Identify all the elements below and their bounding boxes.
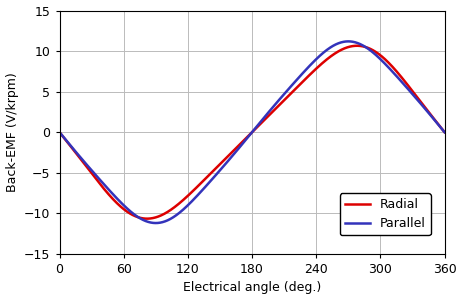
Radial	[244, 136, 249, 139]
Parallel	[431, 117, 437, 121]
Parallel	[346, 40, 351, 43]
Radial	[431, 117, 437, 120]
Radial	[360, 45, 366, 48]
X-axis label: Electrical angle (deg.): Electrical angle (deg.)	[183, 281, 321, 294]
Legend: Radial, Parallel: Radial, Parallel	[340, 193, 431, 236]
Radial	[57, 130, 62, 134]
Parallel	[234, 149, 239, 152]
Parallel	[76, 154, 82, 158]
Radial	[76, 155, 82, 159]
Parallel	[153, 221, 158, 225]
Parallel	[244, 136, 249, 140]
Radial	[354, 44, 360, 48]
Radial	[234, 146, 239, 149]
Parallel	[360, 44, 366, 47]
Radial	[144, 217, 150, 220]
Line: Parallel: Parallel	[60, 41, 444, 223]
Radial	[442, 130, 447, 134]
Parallel	[57, 130, 62, 134]
Radial	[431, 117, 437, 120]
Parallel	[431, 117, 437, 121]
Y-axis label: Back-EMF (V/krpm): Back-EMF (V/krpm)	[6, 72, 18, 192]
Parallel	[442, 130, 447, 134]
Line: Radial: Radial	[60, 46, 444, 219]
